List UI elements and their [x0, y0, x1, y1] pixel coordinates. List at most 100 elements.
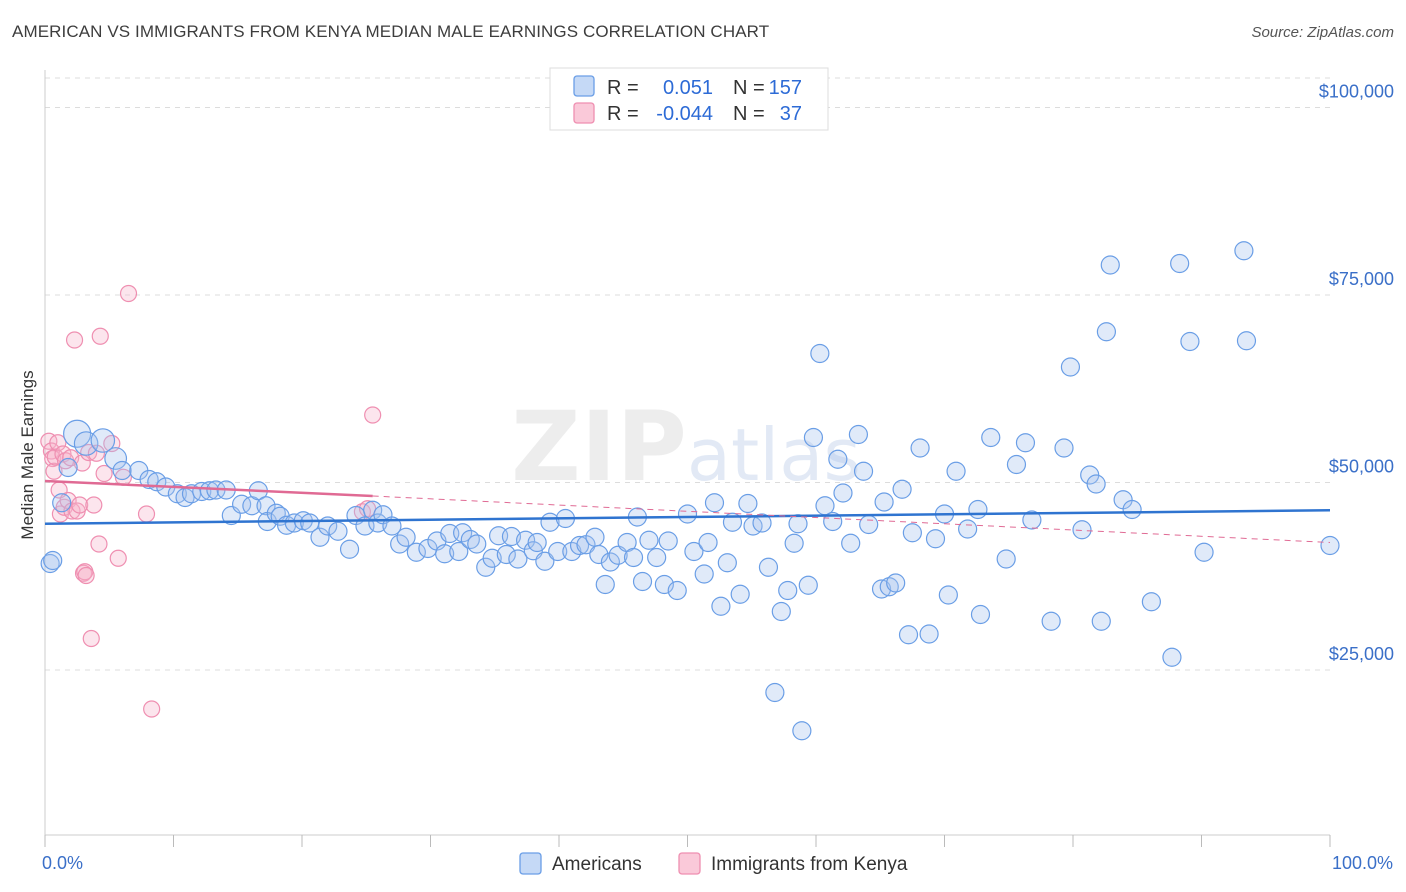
- bottom-legend-americans: Americans: [552, 854, 642, 875]
- american-point: [1054, 438, 1074, 458]
- american-point: [232, 494, 252, 514]
- american-point: [1170, 253, 1190, 274]
- trend-lines: [44, 479, 1331, 543]
- american-point: [527, 532, 547, 553]
- american-point: [139, 469, 159, 490]
- american-point: [730, 584, 750, 604]
- stat-r-value-americans: 0.051: [663, 77, 713, 99]
- american-point: [589, 544, 609, 565]
- american-point: [667, 580, 687, 601]
- watermark-atlas: atlas: [687, 413, 861, 497]
- kenya-point: [77, 566, 95, 585]
- stats-legend-box: [549, 67, 829, 131]
- kenya-point: [137, 505, 156, 523]
- american-point: [658, 531, 678, 551]
- kenya-point: [71, 496, 89, 514]
- american-point: [752, 513, 772, 533]
- gridlines: [45, 77, 1330, 671]
- american-point: [112, 460, 132, 481]
- american-point: [453, 523, 473, 543]
- american-point: [910, 438, 930, 458]
- american-point: [515, 530, 536, 550]
- kenya-point: [90, 535, 108, 553]
- american-point: [43, 550, 63, 571]
- american-point: [758, 557, 779, 577]
- american-point: [823, 511, 843, 532]
- american-point: [1100, 255, 1120, 275]
- stat-r-label-americans: R =: [607, 77, 639, 99]
- american-point: [798, 575, 818, 595]
- kenya-point: [95, 464, 113, 483]
- kenya-point: [45, 462, 63, 480]
- x-tick-label-100: 100.0%: [1332, 853, 1393, 873]
- american-point: [886, 573, 906, 593]
- american-trend-line: [44, 509, 1331, 525]
- american-point: [1006, 454, 1027, 475]
- american-point: [569, 535, 590, 556]
- american-point: [771, 601, 791, 622]
- american-point: [585, 527, 605, 547]
- y-tick-label-75000: $75,000: [1329, 269, 1394, 289]
- american-point: [1096, 322, 1117, 342]
- kenya-trend-extension: [372, 495, 1331, 543]
- kenya-point: [119, 284, 138, 303]
- american-point: [396, 527, 416, 547]
- american-point: [684, 541, 704, 562]
- american-point: [717, 553, 737, 573]
- american-point: [958, 519, 978, 539]
- chart-source: Source: ZipAtlas.com: [1251, 24, 1394, 41]
- american-point: [199, 481, 220, 501]
- american-point: [892, 479, 912, 499]
- american-point: [996, 549, 1016, 569]
- american-point: [1122, 499, 1142, 520]
- american-point: [90, 428, 116, 453]
- american-point: [104, 447, 128, 470]
- american-point: [632, 571, 653, 592]
- chart-title: AMERICAN VS IMMIGRANTS FROM KENYA MEDIAN…: [12, 22, 770, 41]
- stat-r-value-kenya: -0.044: [656, 103, 713, 125]
- american-point: [1060, 357, 1081, 377]
- american-point: [765, 682, 785, 703]
- american-point: [482, 548, 502, 568]
- x-tick-labels: 0.0% 100.0%: [42, 853, 1393, 873]
- american-points: [40, 241, 1340, 741]
- american-point: [647, 547, 667, 568]
- american-point: [711, 596, 731, 616]
- legend-swatch-americans: [573, 75, 595, 97]
- american-point: [792, 721, 812, 741]
- kenya-point: [109, 549, 127, 567]
- american-point: [600, 552, 621, 572]
- american-point: [310, 527, 330, 547]
- kenya-point: [143, 700, 161, 718]
- american-point: [449, 541, 469, 562]
- american-point: [784, 533, 804, 553]
- american-point: [981, 427, 1001, 448]
- series-legend: Americans Immigrants from Kenya: [519, 852, 908, 875]
- american-point: [859, 514, 879, 535]
- american-point: [1194, 542, 1214, 562]
- american-point: [803, 427, 824, 448]
- kenya-point: [85, 496, 103, 514]
- y-axis-title: Median Male Earnings: [18, 370, 37, 539]
- american-point: [925, 529, 946, 549]
- y-tick-label-100000: $100,000: [1319, 82, 1394, 102]
- american-point: [1091, 611, 1111, 631]
- american-point: [52, 493, 72, 513]
- watermark-zip: ZIP: [511, 391, 687, 503]
- kenya-point: [364, 406, 382, 424]
- american-point: [508, 549, 528, 569]
- stat-n-value-kenya: 37: [780, 103, 802, 125]
- american-point: [1180, 331, 1200, 352]
- american-point: [841, 533, 861, 553]
- kenya-point: [65, 331, 84, 349]
- american-point: [548, 541, 568, 562]
- kenya-points: [40, 284, 382, 718]
- american-point: [1320, 535, 1340, 556]
- american-point: [853, 461, 874, 481]
- stat-n-value-americans: 157: [769, 77, 802, 99]
- x-tick-label-0: 0.0%: [42, 853, 83, 873]
- y-tick-labels: $25,000 $50,000 $75,000 $100,000: [1319, 82, 1394, 665]
- american-point: [623, 547, 644, 568]
- american-point: [256, 496, 276, 516]
- american-point: [871, 579, 892, 599]
